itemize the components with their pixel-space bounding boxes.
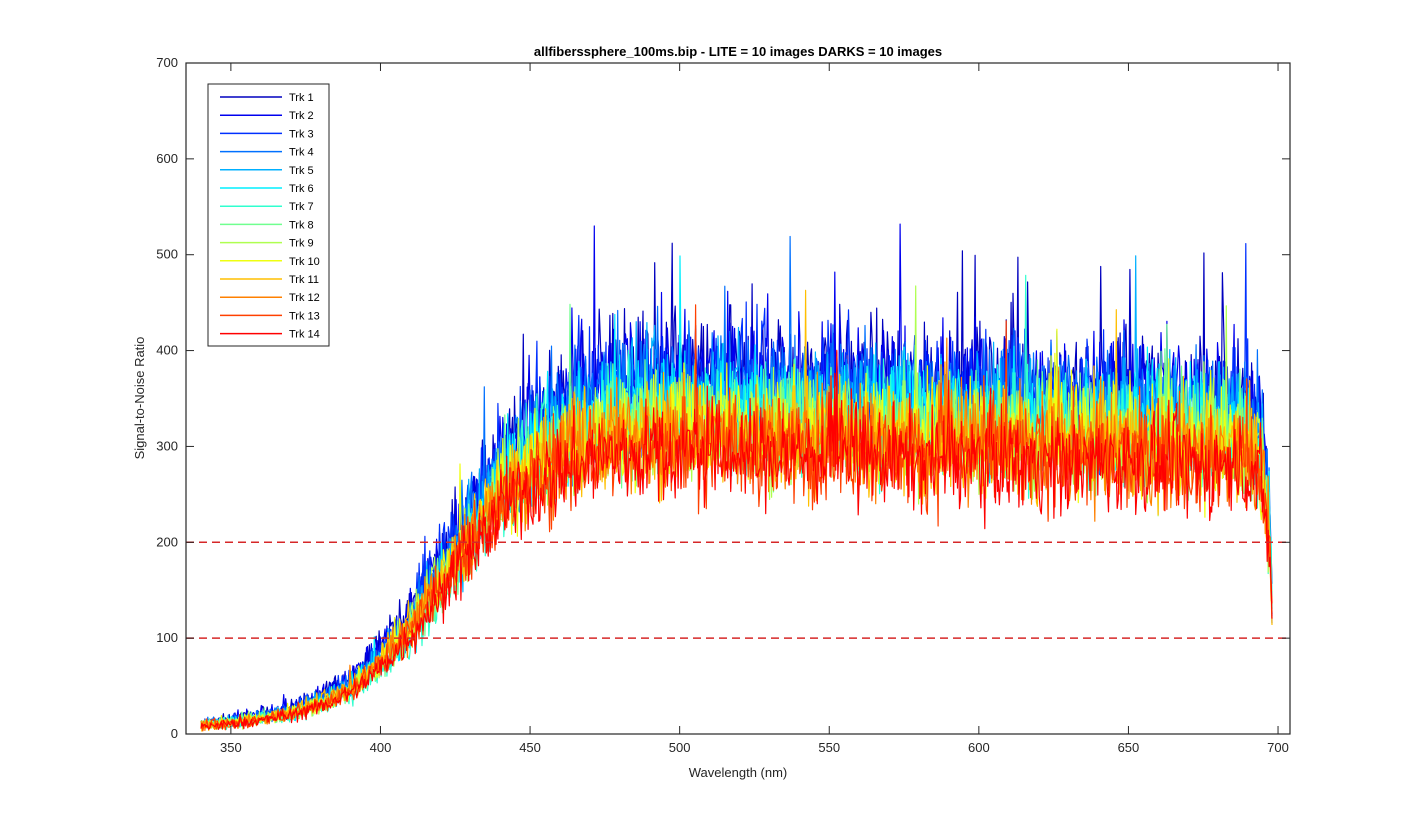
legend-label: Trk 10 xyxy=(289,256,320,268)
legend-label: Trk 5 xyxy=(289,165,314,177)
legend-label: Trk 13 xyxy=(289,310,320,322)
series-line-trk-14 xyxy=(200,349,1273,730)
legend-label: Trk 2 xyxy=(289,110,314,122)
legend-label: Trk 4 xyxy=(289,147,314,159)
x-tick-label: 400 xyxy=(370,740,392,755)
x-tick-label: 550 xyxy=(818,740,840,755)
x-tick-label: 600 xyxy=(968,740,990,755)
legend-label: Trk 9 xyxy=(289,238,314,250)
legend-label: Trk 7 xyxy=(289,201,314,213)
y-tick-label: 300 xyxy=(156,438,178,453)
legend-box xyxy=(207,83,330,347)
x-tick-label: 450 xyxy=(519,740,541,755)
y-tick-label: 0 xyxy=(171,726,178,741)
x-axis-label: Wavelength (nm) xyxy=(689,765,788,780)
y-axis-label: Signal-to-Noise Ratio xyxy=(132,337,147,460)
x-tick-label: 700 xyxy=(1267,740,1289,755)
y-ticks: 0 100 200 300 400 500 600 700 xyxy=(156,55,1290,741)
x-ticks: 350 400 450 500 550 600 650 700 xyxy=(220,63,1289,755)
y-tick-label: 400 xyxy=(156,343,178,358)
reference-lines xyxy=(186,541,1290,639)
y-tick-label: 500 xyxy=(156,247,178,262)
series-layer xyxy=(200,223,1273,732)
y-tick-label: 100 xyxy=(156,630,178,645)
legend-label: Trk 3 xyxy=(289,128,314,140)
legend-label: Trk 11 xyxy=(289,274,319,286)
legend-items: Trk 1 Trk 2 Trk 3 Trk 4 Trk 5 Trk 6 Trk 7 Trk 8… xyxy=(220,92,320,341)
x-tick-label: 650 xyxy=(1118,740,1140,755)
y-tick-label: 600 xyxy=(156,151,178,166)
chart-title: allfiberssphere_100ms.bip - LITE = 10 im… xyxy=(534,44,942,59)
legend-label: Trk 14 xyxy=(289,329,320,341)
legend-label: Trk 1 xyxy=(289,92,314,104)
legend: Trk 1 Trk 2 Trk 3 Trk 4 Trk 5 Trk 6 Trk 7 Trk 8… xyxy=(207,83,330,347)
legend-label: Trk 8 xyxy=(289,219,314,231)
legend-label: Trk 6 xyxy=(289,183,314,195)
legend-label: Trk 12 xyxy=(289,292,320,304)
x-tick-label: 350 xyxy=(220,740,242,755)
y-tick-label: 700 xyxy=(156,55,178,70)
axes-box xyxy=(185,62,1291,735)
x-tick-label: 500 xyxy=(669,740,691,755)
y-tick-label: 200 xyxy=(156,534,178,549)
